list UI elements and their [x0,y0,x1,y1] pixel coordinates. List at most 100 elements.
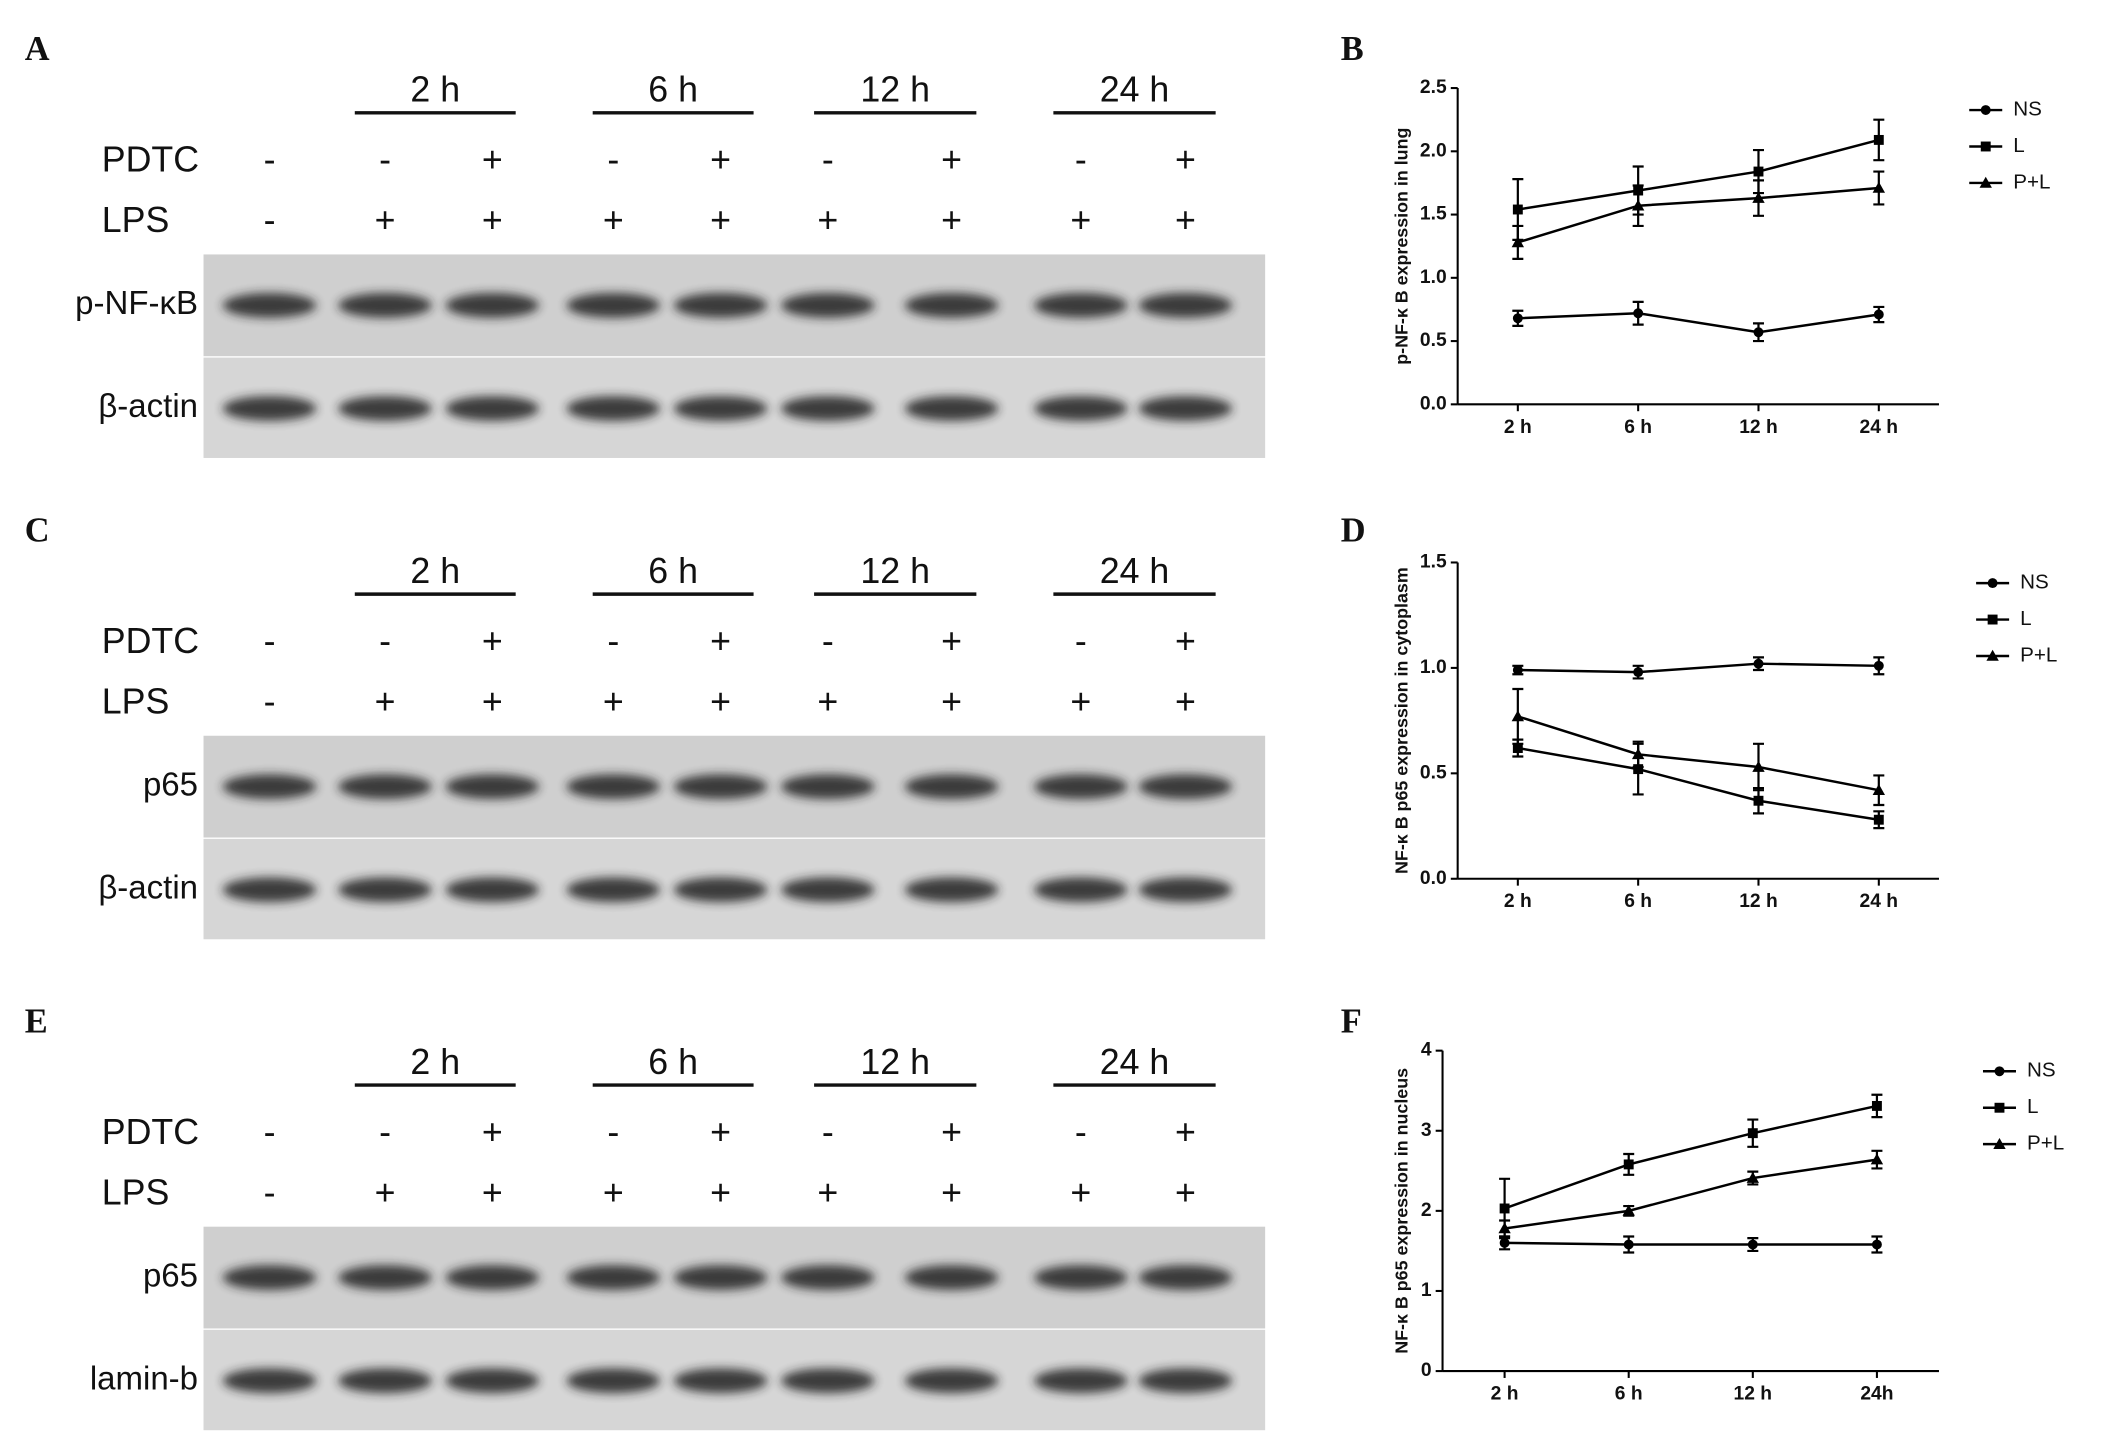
x-tick-label: 24 h [1860,417,1899,438]
treatment-sign: + [482,682,503,722]
series-line [1517,746,1880,821]
protein-band [445,1368,540,1394]
marker [1753,658,1764,669]
treatment-sign: - [1075,1112,1087,1152]
treatment-sign: - [607,621,619,661]
y-tick-label: 3 [1421,1120,1432,1141]
treatment-sign: - [264,1172,276,1212]
band-label: p-NF-κB [75,284,198,321]
y-tick-label: 1.5 [1420,552,1447,573]
x-tick-label: 6 h [1624,891,1652,912]
treatment-sign: + [941,140,962,180]
protein-band [1034,1368,1128,1394]
protein-band [1034,1265,1128,1290]
treatment-sign: + [817,200,838,240]
protein-band [673,877,768,903]
marker [1512,665,1523,675]
treatment-sign: + [603,200,624,240]
timepoint-label: 2 h [410,1042,460,1082]
legend-label: P+L [2013,170,2050,193]
legend-label: NS [2013,98,2042,121]
y-tick-label: 1.0 [1420,267,1447,288]
legend-label: P+L [2027,1132,2064,1155]
protein-band [445,396,540,421]
row-label: LPS [102,1172,170,1212]
marker [1873,660,1884,671]
series-line [1517,662,1879,674]
panel-letter: A [25,30,50,68]
treatment-sign: - [379,140,391,180]
marker [1747,1128,1758,1139]
protein-band [338,1265,432,1290]
legend-label: L [2013,134,2024,157]
legend-label: NS [2020,571,2049,594]
treatment-sign: + [1175,1172,1196,1212]
timepoint-label: 12 h [860,1042,930,1082]
protein-band [673,292,768,318]
timepoint-label: 6 h [648,1042,698,1082]
marker [1633,667,1644,678]
treatment-sign: + [941,621,962,661]
protein-band [673,1368,768,1394]
marker [1633,764,1644,775]
marker [1631,199,1645,211]
marker [1499,1203,1510,1214]
panel-letter: C [25,511,50,549]
protein-band [904,877,999,903]
series-line [1504,1104,1878,1210]
protein-band [781,396,875,421]
treatment-sign: - [264,621,276,661]
treatment-sign: + [482,1112,503,1152]
protein-band [904,396,999,421]
marker [1511,710,1525,722]
protein-band [1034,292,1128,318]
protein-band [566,1265,661,1290]
treatment-sign: + [710,682,731,722]
band-label: lamin-b [90,1359,198,1396]
marker [1873,134,1884,145]
y-tick-label: 2.0 [1420,140,1447,161]
protein-band [1138,1368,1233,1394]
treatment-sign: + [1175,621,1196,661]
marker [1498,1222,1511,1234]
panel-letter: E [25,1002,48,1040]
marker [1753,795,1764,806]
protein-band [566,1368,661,1394]
protein-band [781,1265,875,1290]
y-tick-label: 4 [1421,1040,1432,1061]
protein-band [1034,774,1128,800]
legend-marker [1987,614,1998,625]
marker [1747,1239,1758,1250]
row-label: PDTC [102,140,199,180]
treatment-sign: + [710,1112,731,1152]
protein-band [673,774,768,800]
row-label: LPS [102,682,170,722]
protein-band [781,877,875,903]
marker [1870,1153,1884,1165]
treatment-sign: + [482,200,503,240]
protein-band [222,1265,317,1290]
marker [1622,1204,1635,1216]
protein-band [222,396,317,421]
y-tick-label: 1 [1421,1280,1432,1301]
marker [1511,236,1525,248]
treatment-sign: + [1070,1172,1091,1212]
treatment-sign: - [1075,140,1087,180]
legend-marker [1980,141,1991,152]
protein-band [781,1368,875,1394]
treatment-sign: + [1175,1112,1196,1152]
legend-marker [1994,1066,2005,1077]
protein-band [338,292,432,318]
treatment-sign: + [817,1172,838,1212]
legend-label: L [2020,607,2031,630]
timepoint-label: 24 h [1100,70,1170,110]
timepoint-label: 24 h [1100,1042,1170,1082]
protein-band [222,292,317,318]
treatment-sign: + [817,682,838,722]
protein-band [445,774,540,800]
treatment-sign: + [941,200,962,240]
treatment-sign: - [379,1112,391,1152]
series-line [1517,186,1879,244]
legend-marker [1994,1102,2005,1113]
protein-band [566,292,661,318]
